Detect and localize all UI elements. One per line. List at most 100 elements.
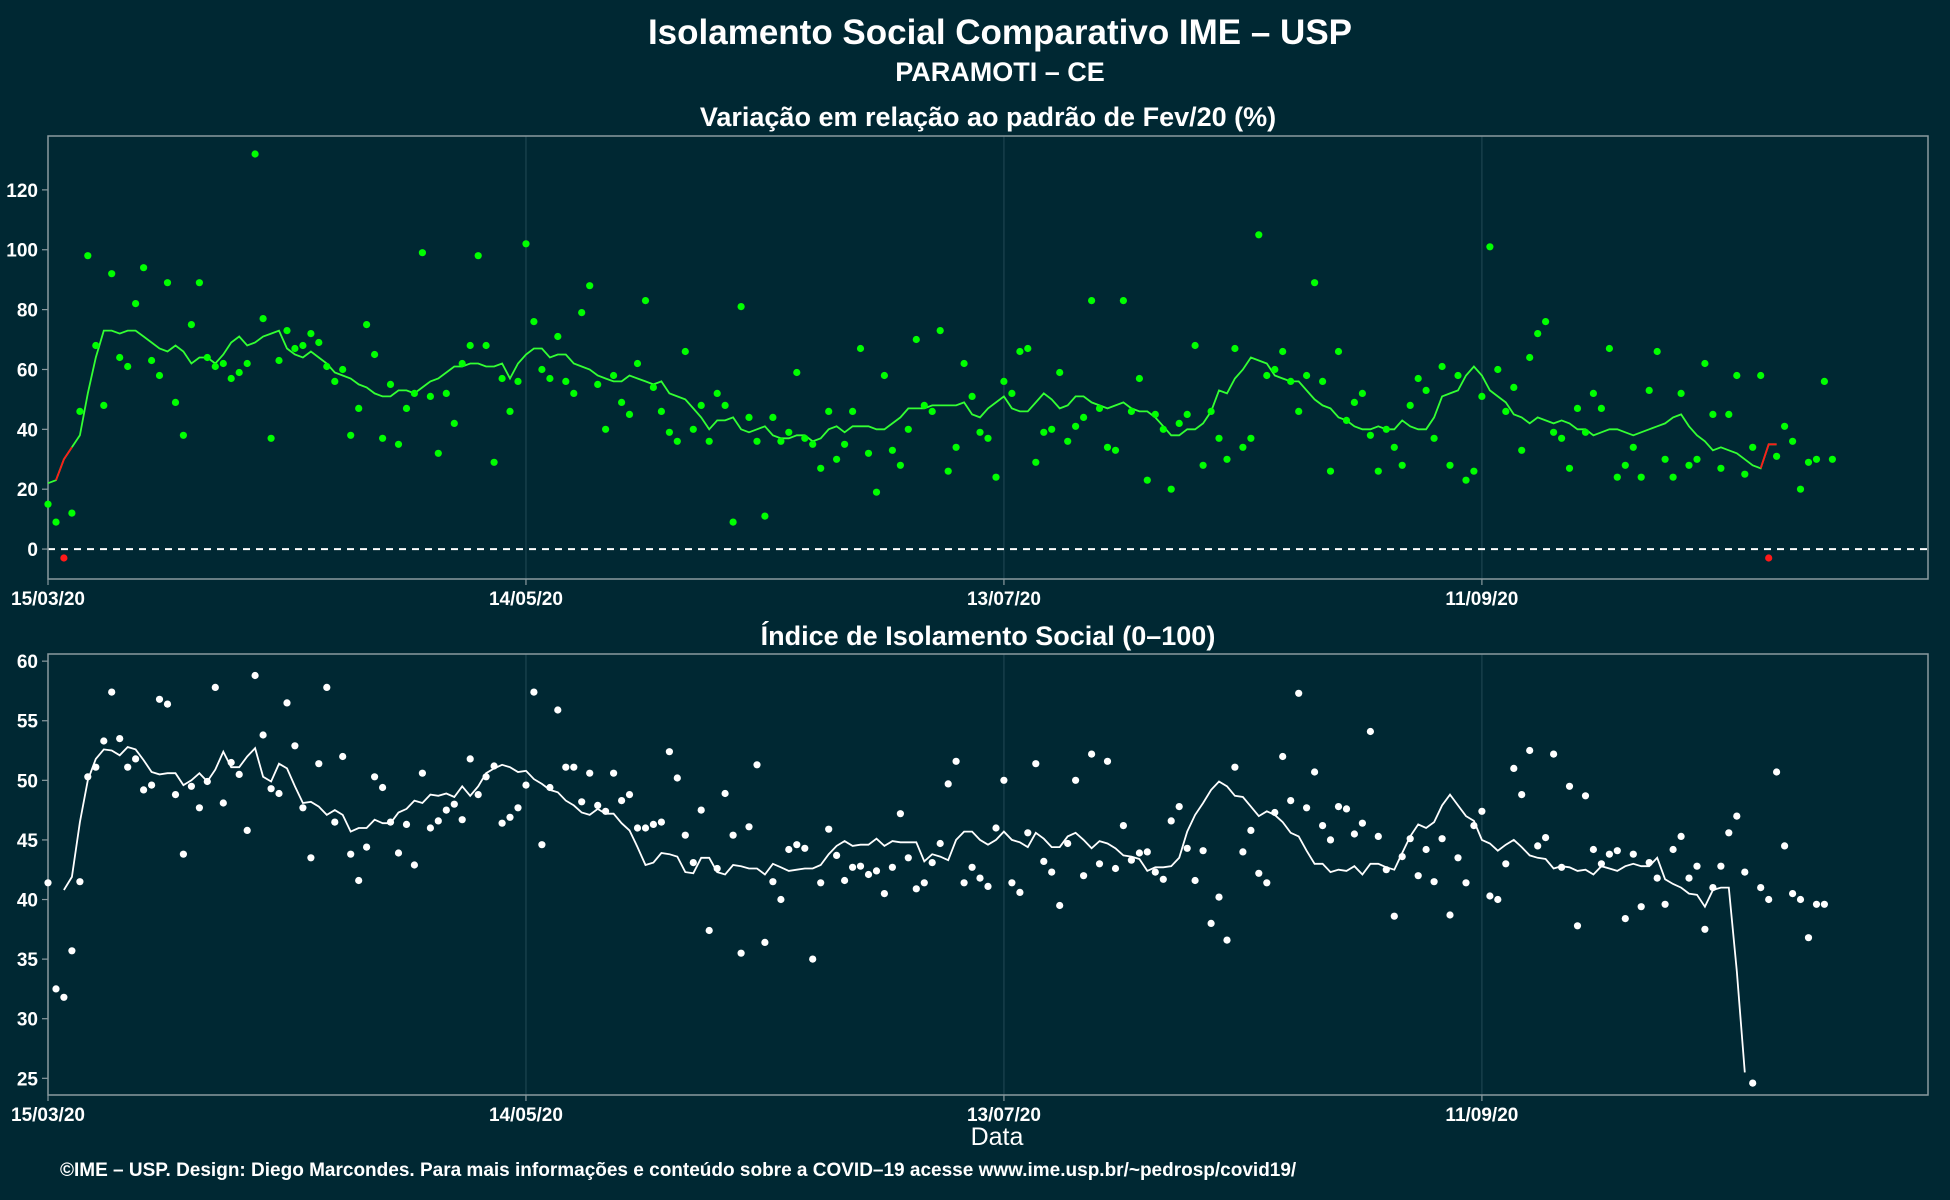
data-point [1358,389,1366,397]
data-point [1749,1079,1757,1087]
data-point [1781,422,1789,430]
data-point [275,356,283,365]
data-point [1334,803,1343,811]
data-point [1000,377,1008,385]
data-point [1119,822,1127,830]
data-point [1088,297,1096,305]
data-point [490,458,498,466]
negative-line-segment [55,446,73,481]
data-point [641,824,650,832]
data-point [1605,344,1613,353]
data-point [498,374,506,383]
x-tick-label: 15/03/20 [11,1105,85,1126]
data-point [697,401,705,409]
data-point [1183,410,1191,418]
data-point [1478,807,1486,815]
data-point [928,407,936,415]
data-point [1342,805,1351,813]
data-point [1701,925,1709,933]
data-point [1398,461,1406,469]
data-point [1685,874,1693,882]
data-point [896,461,905,469]
data-point [307,330,315,338]
data-point [148,781,156,789]
data-point [1741,470,1749,478]
data-point [355,404,363,412]
data-point [100,737,108,745]
data-point [482,773,490,781]
data-point [283,327,291,335]
data-point [1358,819,1366,827]
data-point [649,383,658,391]
data-point [1199,461,1207,469]
data-point [689,425,697,433]
data-point [187,782,195,790]
data-point [673,774,681,782]
data-point [705,437,713,445]
data-point [769,878,777,886]
data-point [148,356,156,365]
data-point [1080,872,1088,880]
data-point [1350,830,1358,838]
data-point [442,806,450,814]
data-point [1422,845,1430,854]
data-point [219,359,227,368]
data-point [1534,330,1542,338]
data-point [936,327,944,335]
data-point [347,431,355,439]
data-point [952,757,960,765]
data-point [625,791,634,799]
data-point [1661,900,1669,908]
data-point [1231,763,1239,771]
data-point [171,398,180,406]
data-point [745,413,753,421]
data-point [809,955,817,963]
data-point [1534,842,1542,850]
data-point [530,318,538,326]
data-point [92,341,100,350]
data-point [1693,862,1701,870]
data-point [530,688,538,696]
data-point [570,389,578,397]
data-point [116,353,124,362]
data-point [657,407,666,415]
data-point [1796,485,1805,493]
data-point [1470,467,1478,475]
data-point [1334,347,1343,356]
data-point [466,341,474,350]
data-point [1749,443,1757,451]
data-point [331,377,339,385]
data-point [347,850,355,858]
data-point [132,755,140,763]
data-point [896,810,905,818]
data-point [1589,389,1597,397]
data-point [203,777,211,786]
data-point [1000,776,1008,784]
data-point [108,688,116,696]
data-point [1565,782,1574,790]
data-point [68,509,76,517]
data-point [1215,434,1223,442]
data-point [1326,467,1335,475]
data-point [68,947,76,955]
data-point [363,843,371,851]
data-point [1765,895,1773,904]
data-point [1064,839,1072,848]
data-point [1462,879,1470,887]
data-point [554,706,562,714]
data-point [514,377,522,385]
data-point [538,841,546,849]
data-point [1135,374,1143,383]
data-point [116,735,124,743]
data-point [665,748,674,756]
data-point [1319,822,1327,830]
data-point [60,993,68,1001]
data-point [1008,879,1016,887]
moving-average-line [47,329,1777,485]
data-point [1127,407,1135,415]
data-point [1669,845,1677,854]
data-point [1303,804,1311,812]
data-point [562,377,570,385]
data-point [163,279,172,287]
data-point [355,876,363,885]
